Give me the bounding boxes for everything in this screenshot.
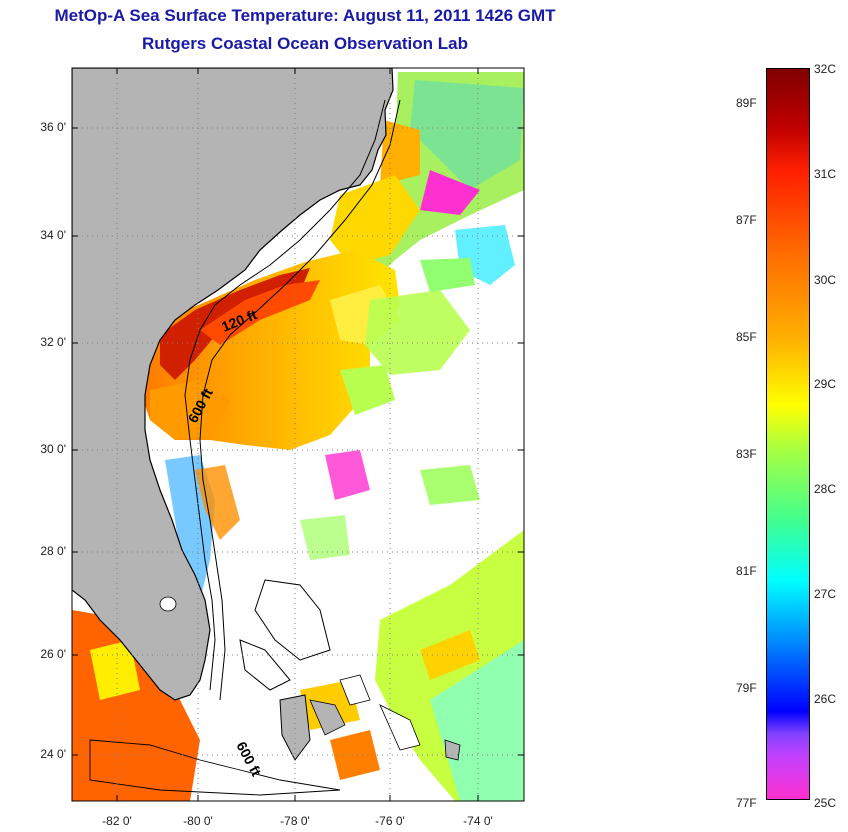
colorbar-label-77f: 77F: [736, 796, 757, 810]
colorbar-label-28c: 28C: [814, 482, 837, 496]
colorbar-label-32c: 32C: [814, 62, 837, 76]
lon-label-74: -74 0': [463, 814, 493, 828]
contour-120ft: [184, 99, 386, 691]
lake-okeechobee: [159, 596, 177, 612]
lat-label-30: 30 0': [40, 442, 66, 456]
colorbar-label-25c: 25C: [814, 796, 837, 810]
lon-label-76: -76 0': [375, 814, 405, 828]
map-subtitle: Rutgers Coastal Ocean Observation Lab: [142, 34, 468, 53]
colorbar-label-89f: 89F: [736, 96, 757, 110]
colorbar-label-29c: 29C: [814, 377, 837, 391]
map-frame: [71, 67, 525, 802]
axis-ticks: [72, 68, 524, 801]
lat-label-36: 36 0': [40, 120, 66, 134]
lon-label-82: -82 0': [102, 814, 132, 828]
colorbar-label-87f: 87F: [736, 213, 757, 227]
lat-label-32: 32 0': [40, 335, 66, 349]
colorbar-label-85f: 85F: [736, 330, 757, 344]
colorbar-label-26c: 26C: [814, 692, 837, 706]
lat-label-24: 24 0': [40, 747, 66, 761]
lat-label-26: 26 0': [40, 647, 66, 661]
lat-label-34: 34 0': [40, 228, 66, 242]
sst-field: [72, 72, 524, 801]
colorbar-label-30c: 30C: [814, 273, 837, 287]
map-title: MetOp-A Sea Surface Temperature: August …: [54, 6, 556, 25]
lon-label-80: -80 0': [183, 814, 213, 828]
colorbar-label-27c: 27C: [814, 587, 837, 601]
land-mass: [72, 68, 394, 701]
color-scale-bar: [766, 68, 810, 800]
colorbar-label-79f: 79F: [736, 681, 757, 695]
colorbar-label-83f: 83F: [736, 447, 757, 461]
graticule: [72, 68, 524, 801]
colorbar-label-31c: 31C: [814, 167, 837, 181]
colorbar-label-81f: 81F: [736, 564, 757, 578]
lat-label-28: 28 0': [40, 544, 66, 558]
lon-label-78: -78 0': [280, 814, 310, 828]
contour-600ft: [199, 99, 401, 701]
